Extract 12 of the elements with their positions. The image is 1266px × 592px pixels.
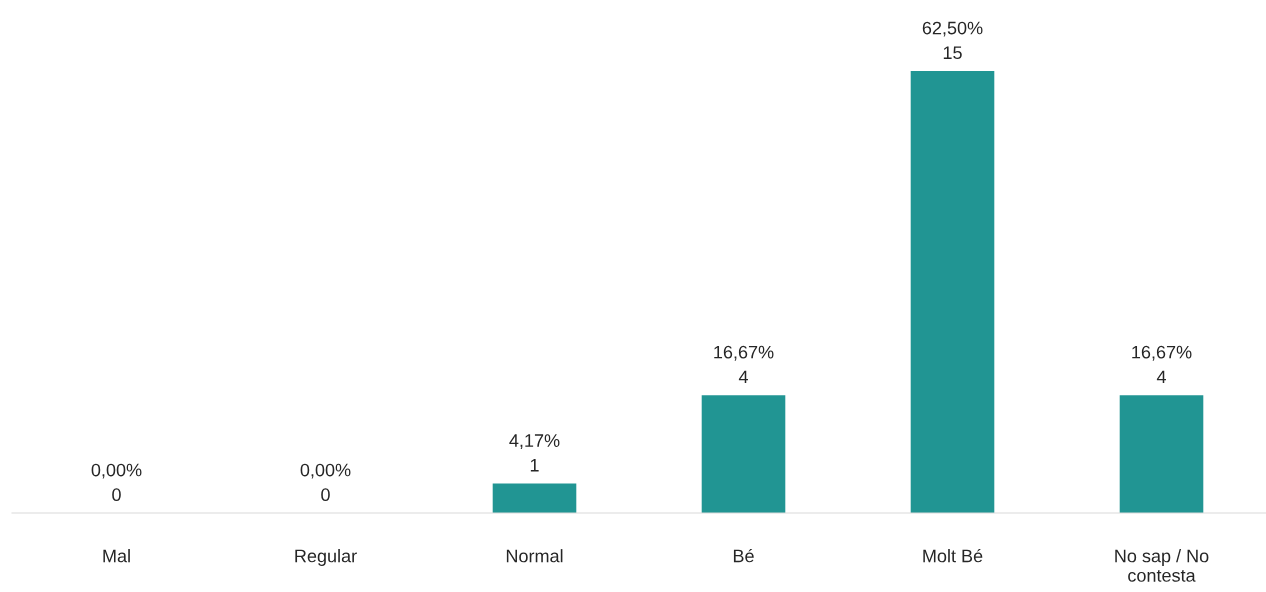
data-label: 16,67% 4	[1132, 345, 1192, 384]
x-tick-label: Bé	[733, 548, 754, 563]
x-tick-label: Normal	[506, 549, 563, 563]
data-label: 62,50% 15	[922, 21, 983, 60]
data-label: 0,00% 0	[91, 463, 142, 502]
x-tick-label: No sap / No contesta	[1115, 549, 1209, 582]
data-label: 4,17% 1	[509, 434, 560, 472]
x-tick-label: Regular	[295, 549, 357, 566]
x-tick-label: Molt Bé	[923, 548, 983, 563]
x-tick-label: Mal	[103, 549, 130, 563]
data-label: 16,67% 4	[714, 345, 774, 384]
data-label: 0,00% 0	[300, 463, 351, 502]
